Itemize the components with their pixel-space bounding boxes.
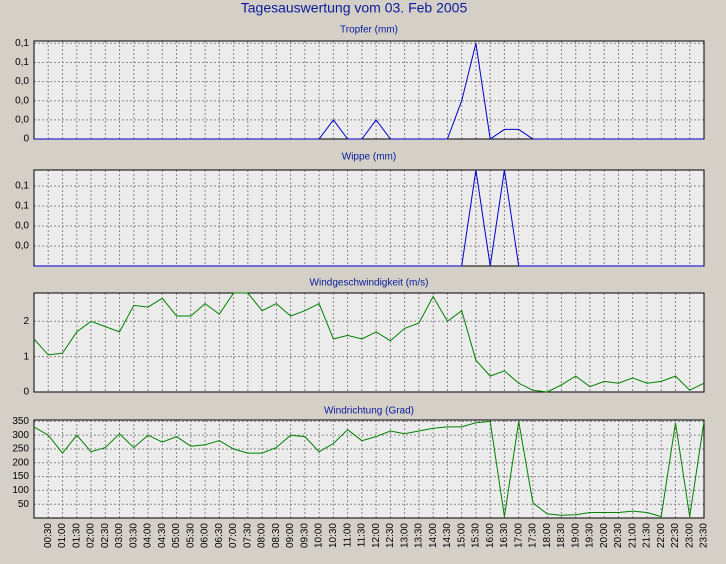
x-tick-label: 01:00	[57, 523, 68, 548]
x-tick-label: 23:30	[699, 523, 710, 548]
x-tick-label: 07:30	[242, 523, 253, 548]
x-tick-label: 08:30	[271, 523, 282, 548]
y-tick-label: 0,0	[15, 95, 29, 106]
y-tick-label: 2	[23, 316, 29, 327]
x-tick-label: 18:00	[542, 523, 553, 548]
x-tick-label: 19:30	[585, 523, 596, 548]
x-tick-label: 06:00	[200, 523, 211, 548]
y-tick-label: 0,1	[15, 57, 29, 68]
x-tick-label: 00:30	[43, 523, 54, 548]
x-tick-label: 02:30	[100, 523, 111, 548]
x-tick-label: 21:00	[627, 523, 638, 548]
y-tick-label: 100	[12, 485, 29, 496]
x-tick-label: 18:30	[556, 523, 567, 548]
plot-frame	[33, 419, 705, 519]
x-tick-label: 13:00	[399, 523, 410, 548]
y-tick-label: 0	[23, 387, 29, 398]
x-tick-label: 19:00	[570, 523, 581, 548]
x-tick-label: 11:30	[357, 523, 368, 548]
y-tick-label: 350	[12, 416, 29, 427]
data-line	[33, 292, 705, 393]
x-tick-label: 15:00	[456, 523, 467, 548]
x-tick-label: 05:30	[185, 523, 196, 548]
y-tick-label: 150	[12, 471, 29, 482]
x-tick-label: 16:30	[499, 523, 510, 548]
x-tick-label: 22:30	[670, 523, 681, 548]
y-tick-label: 0,0	[15, 76, 29, 87]
x-tick-label: 09:30	[299, 523, 310, 548]
plot-area	[34, 41, 704, 139]
x-tick-label: 09:00	[285, 523, 296, 548]
x-tick-label: 20:00	[599, 523, 610, 548]
y-tick-label: 0,0	[15, 221, 29, 232]
y-tick-label: 0	[23, 134, 29, 145]
chart-title: Tropfer (mm)	[340, 25, 398, 36]
x-tick-label: 17:30	[528, 523, 539, 548]
x-tick-label: 03:00	[114, 523, 125, 548]
x-tick-label: 14:30	[442, 523, 453, 548]
data-line	[34, 169, 704, 267]
x-tick-label: 15:30	[471, 523, 482, 548]
x-tick-label: 10:30	[328, 523, 339, 548]
x-tick-label: 12:00	[371, 523, 382, 548]
x-tick-label: 23:00	[684, 523, 695, 548]
x-tick-label: 16:00	[485, 523, 496, 548]
x-tick-label: 06:30	[214, 523, 225, 548]
chart-title: Windgeschwindigkeit (m/s)	[310, 278, 429, 289]
plot-frame	[33, 292, 705, 393]
y-tick-label: 1	[23, 351, 29, 362]
x-tick-label: 17:00	[513, 523, 524, 548]
y-tick-label: 200	[12, 457, 29, 468]
y-tick-label: 50	[18, 499, 30, 510]
y-tick-label: 250	[12, 444, 29, 455]
y-tick-label: 0,0	[15, 241, 29, 252]
x-tick-label: 10:00	[314, 523, 325, 548]
x-tick-label: 22:00	[656, 523, 667, 548]
x-tick-label: 11:00	[342, 523, 353, 548]
x-tick-label: 07:00	[228, 523, 239, 548]
x-tick-label: 21:30	[642, 523, 653, 548]
x-tick-label: 02:00	[86, 523, 97, 548]
y-tick-label: 0,1	[15, 201, 29, 212]
data-line	[34, 43, 704, 140]
x-tick-label: 05:00	[171, 523, 182, 548]
chart-title: Wippe (mm)	[342, 152, 396, 163]
plot-frame	[33, 40, 705, 140]
y-tick-label: 0,1	[15, 181, 29, 192]
data-line	[33, 420, 705, 518]
plot-area	[34, 420, 704, 518]
y-tick-label: 0,0	[15, 115, 29, 126]
x-tick-label: 13:30	[414, 523, 425, 548]
x-tick-label: 01:30	[71, 523, 82, 548]
chart-title: Windrichtung (Grad)	[324, 406, 414, 417]
y-tick-label: 0,1	[15, 38, 29, 49]
x-tick-label: 08:00	[257, 523, 268, 548]
y-tick-label: 300	[12, 430, 29, 441]
x-tick-label: 12:30	[385, 523, 396, 548]
x-tick-label: 03:30	[128, 523, 139, 548]
plot-area	[34, 170, 704, 266]
plot-area	[34, 293, 704, 392]
x-tick-label: 20:30	[613, 523, 624, 548]
x-tick-label: 14:00	[428, 523, 439, 548]
x-tick-label: 04:30	[157, 523, 168, 548]
page-title: Tagesauswertung vom 03. Feb 2005	[241, 0, 468, 16]
x-tick-label: 04:00	[143, 523, 154, 548]
